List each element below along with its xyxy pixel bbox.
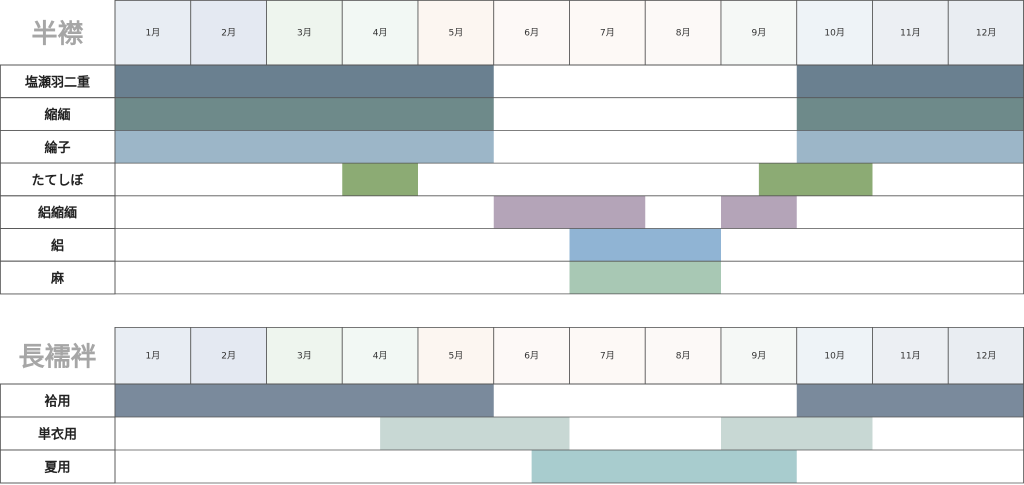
season-bar [493,195,646,229]
season-bar [796,65,1024,98]
month-label: 3月 [297,28,312,39]
month-label: 10月 [824,28,844,39]
month-header-cell [417,0,495,66]
row-label: 絽 [51,238,64,254]
month-label: 6月 [524,28,539,39]
month-label: 1月 [146,351,161,362]
month-label: 7月 [600,28,615,39]
month-header-cell [796,0,873,66]
row-label: 絽縮緬 [38,205,77,221]
season-bar [115,65,494,98]
month-header-cell [493,327,570,385]
season-bar [380,417,570,450]
month-label: 8月 [676,351,691,362]
season-bar [115,97,494,131]
row-label: 夏用 [43,461,70,476]
season-bar [115,384,494,417]
month-header-cell [266,0,343,66]
chart-haneri: 半襟 1月 2月 3月 4月 5月 6月 7月 8月 9月 10月 11月 12月塩瀬羽二重縮緬綸子たて… [0,0,1024,295]
chart-title: 半襟 [31,20,83,50]
month-label: 10月 [824,351,844,362]
row-label-cell [0,64,116,99]
month-label: 5月 [449,351,464,362]
month-header-cell [644,0,722,66]
month-label: 9月 [752,28,767,39]
season-bar [796,384,1024,417]
month-label: 2月 [221,28,236,39]
month-header-cell [114,0,192,66]
month-header-cell [947,0,1024,66]
month-header-cell [720,327,798,385]
month-label: 3月 [297,351,312,362]
month-label: 11月 [900,28,920,39]
month-header-cell [341,0,419,66]
month-header-cell [190,0,267,66]
row-label-cell [0,449,116,484]
row-label: 麻 [50,271,65,287]
season-bar [796,130,1024,164]
row-label: 袷用 [44,394,70,410]
row-label: 塩瀬羽二重 [25,74,90,90]
month-header-cell [114,327,192,385]
month-label: 7月 [600,351,615,362]
month-header-cell [796,327,873,385]
row-label: 縮緬 [44,107,70,123]
season-bar [758,163,873,196]
row-label-cell [0,260,116,295]
month-header-cell [266,327,343,385]
month-header-cell [417,327,495,385]
season-bar [342,163,418,196]
month-label: 11月 [900,351,920,362]
month-label: 9月 [752,351,767,362]
month-label: 12月 [976,28,996,39]
month-label: 6月 [524,351,539,362]
month-label: 12月 [976,351,996,362]
season-bar [796,97,1024,131]
month-header-cell [341,327,419,385]
month-label: 1月 [146,28,161,39]
season-bar [721,417,873,450]
month-label: 4月 [373,351,388,362]
month-label: 8月 [676,28,691,39]
row-label: 単衣用 [38,427,77,443]
row-label-cell [0,416,116,451]
month-label: 5月 [449,28,464,39]
season-bar [721,195,797,229]
season-bar [531,450,797,483]
chart-title: 長襦袢 [18,342,96,373]
month-header-cell [493,0,570,66]
season-bar [115,130,494,164]
month-header-cell [569,327,646,385]
month-header-cell [644,327,722,385]
month-label: 2月 [221,351,236,362]
month-header-cell [872,327,949,385]
row-label: 綸子 [44,140,70,156]
season-bar [569,261,721,294]
row-label: たてしぼ [31,173,84,188]
month-header-cell [190,327,267,385]
month-label: 4月 [373,28,388,39]
season-bar [569,228,721,262]
